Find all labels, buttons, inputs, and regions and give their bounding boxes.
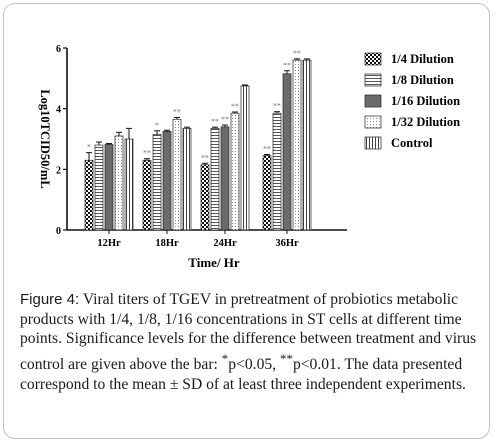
bar xyxy=(200,164,210,231)
caption-sig1-text: p<0.05, xyxy=(228,355,280,373)
bar xyxy=(230,112,240,231)
chart-bars: ********** ************ xyxy=(84,49,312,231)
legend-label: 1/32 Dilution xyxy=(391,115,460,129)
bar xyxy=(142,159,152,231)
x-tick-label: 36Hr xyxy=(275,238,299,249)
x-tick-label: 18Hr xyxy=(155,238,179,249)
significance-mark: ** xyxy=(201,153,209,162)
bar xyxy=(94,144,104,231)
bar xyxy=(272,112,282,231)
bar xyxy=(172,118,182,231)
bar xyxy=(124,138,134,231)
legend-swatch xyxy=(364,136,382,150)
bar xyxy=(182,128,192,231)
bar xyxy=(84,159,94,231)
significance-mark: ** xyxy=(293,49,301,58)
bar xyxy=(302,59,312,231)
x-tick-label: 24Hr xyxy=(213,238,237,249)
significance-mark: ** xyxy=(143,149,151,158)
y-tick-label: 0 xyxy=(56,226,61,237)
bar xyxy=(240,85,250,231)
legend-label: 1/4 Dilution xyxy=(391,52,454,66)
significance-mark: ** xyxy=(283,61,291,70)
y-tick-label: 2 xyxy=(56,165,61,176)
caption-sig2-text: p<0.01. The data presented correspond to… xyxy=(20,355,466,393)
y-tick-label: 6 xyxy=(56,44,61,55)
significance-mark: ** xyxy=(263,144,271,153)
bar xyxy=(114,135,124,231)
legend-swatch xyxy=(364,73,382,87)
bar xyxy=(292,59,302,231)
sig-mark-double: ** xyxy=(279,350,293,366)
chart-legend: 1/4 Dilution 1/8 Dilution 1/16 Dilution 1/3… xyxy=(364,52,460,150)
sig-mark-single: * xyxy=(221,350,229,366)
y-axis-label: Log10TCID50/mL xyxy=(38,89,52,188)
significance-mark: * xyxy=(155,121,159,130)
bar xyxy=(220,126,230,231)
legend-swatch xyxy=(364,94,382,108)
legend-label: Control xyxy=(391,136,433,150)
significance-mark: ** xyxy=(211,117,219,126)
significance-mark: ** xyxy=(273,102,281,111)
legend-swatch xyxy=(364,115,382,129)
figure-caption: Figure 4: Viral titers of TGEV in pretre… xyxy=(20,290,480,394)
x-axis-label: Time/ Hr xyxy=(188,255,240,270)
caption-text: Viral titers of TGEV in pretreatment of … xyxy=(20,291,477,373)
legend-label: 1/8 Dilution xyxy=(391,73,454,87)
y-tick-label: 4 xyxy=(56,105,61,116)
significance-mark: ** xyxy=(231,102,239,111)
bar xyxy=(152,134,162,231)
bar xyxy=(262,155,272,231)
x-tick-label: 12Hr xyxy=(97,238,121,249)
bar xyxy=(282,73,292,231)
legend-swatch xyxy=(364,52,382,66)
significance-mark: ** xyxy=(173,107,181,116)
caption-label: Figure 4: xyxy=(20,291,80,308)
bar xyxy=(210,128,220,231)
significance-mark: ** xyxy=(221,115,229,124)
bar xyxy=(162,131,172,231)
legend-label: 1/16 Dilution xyxy=(391,94,460,108)
bar xyxy=(104,144,114,231)
significance-mark: * xyxy=(87,143,91,152)
